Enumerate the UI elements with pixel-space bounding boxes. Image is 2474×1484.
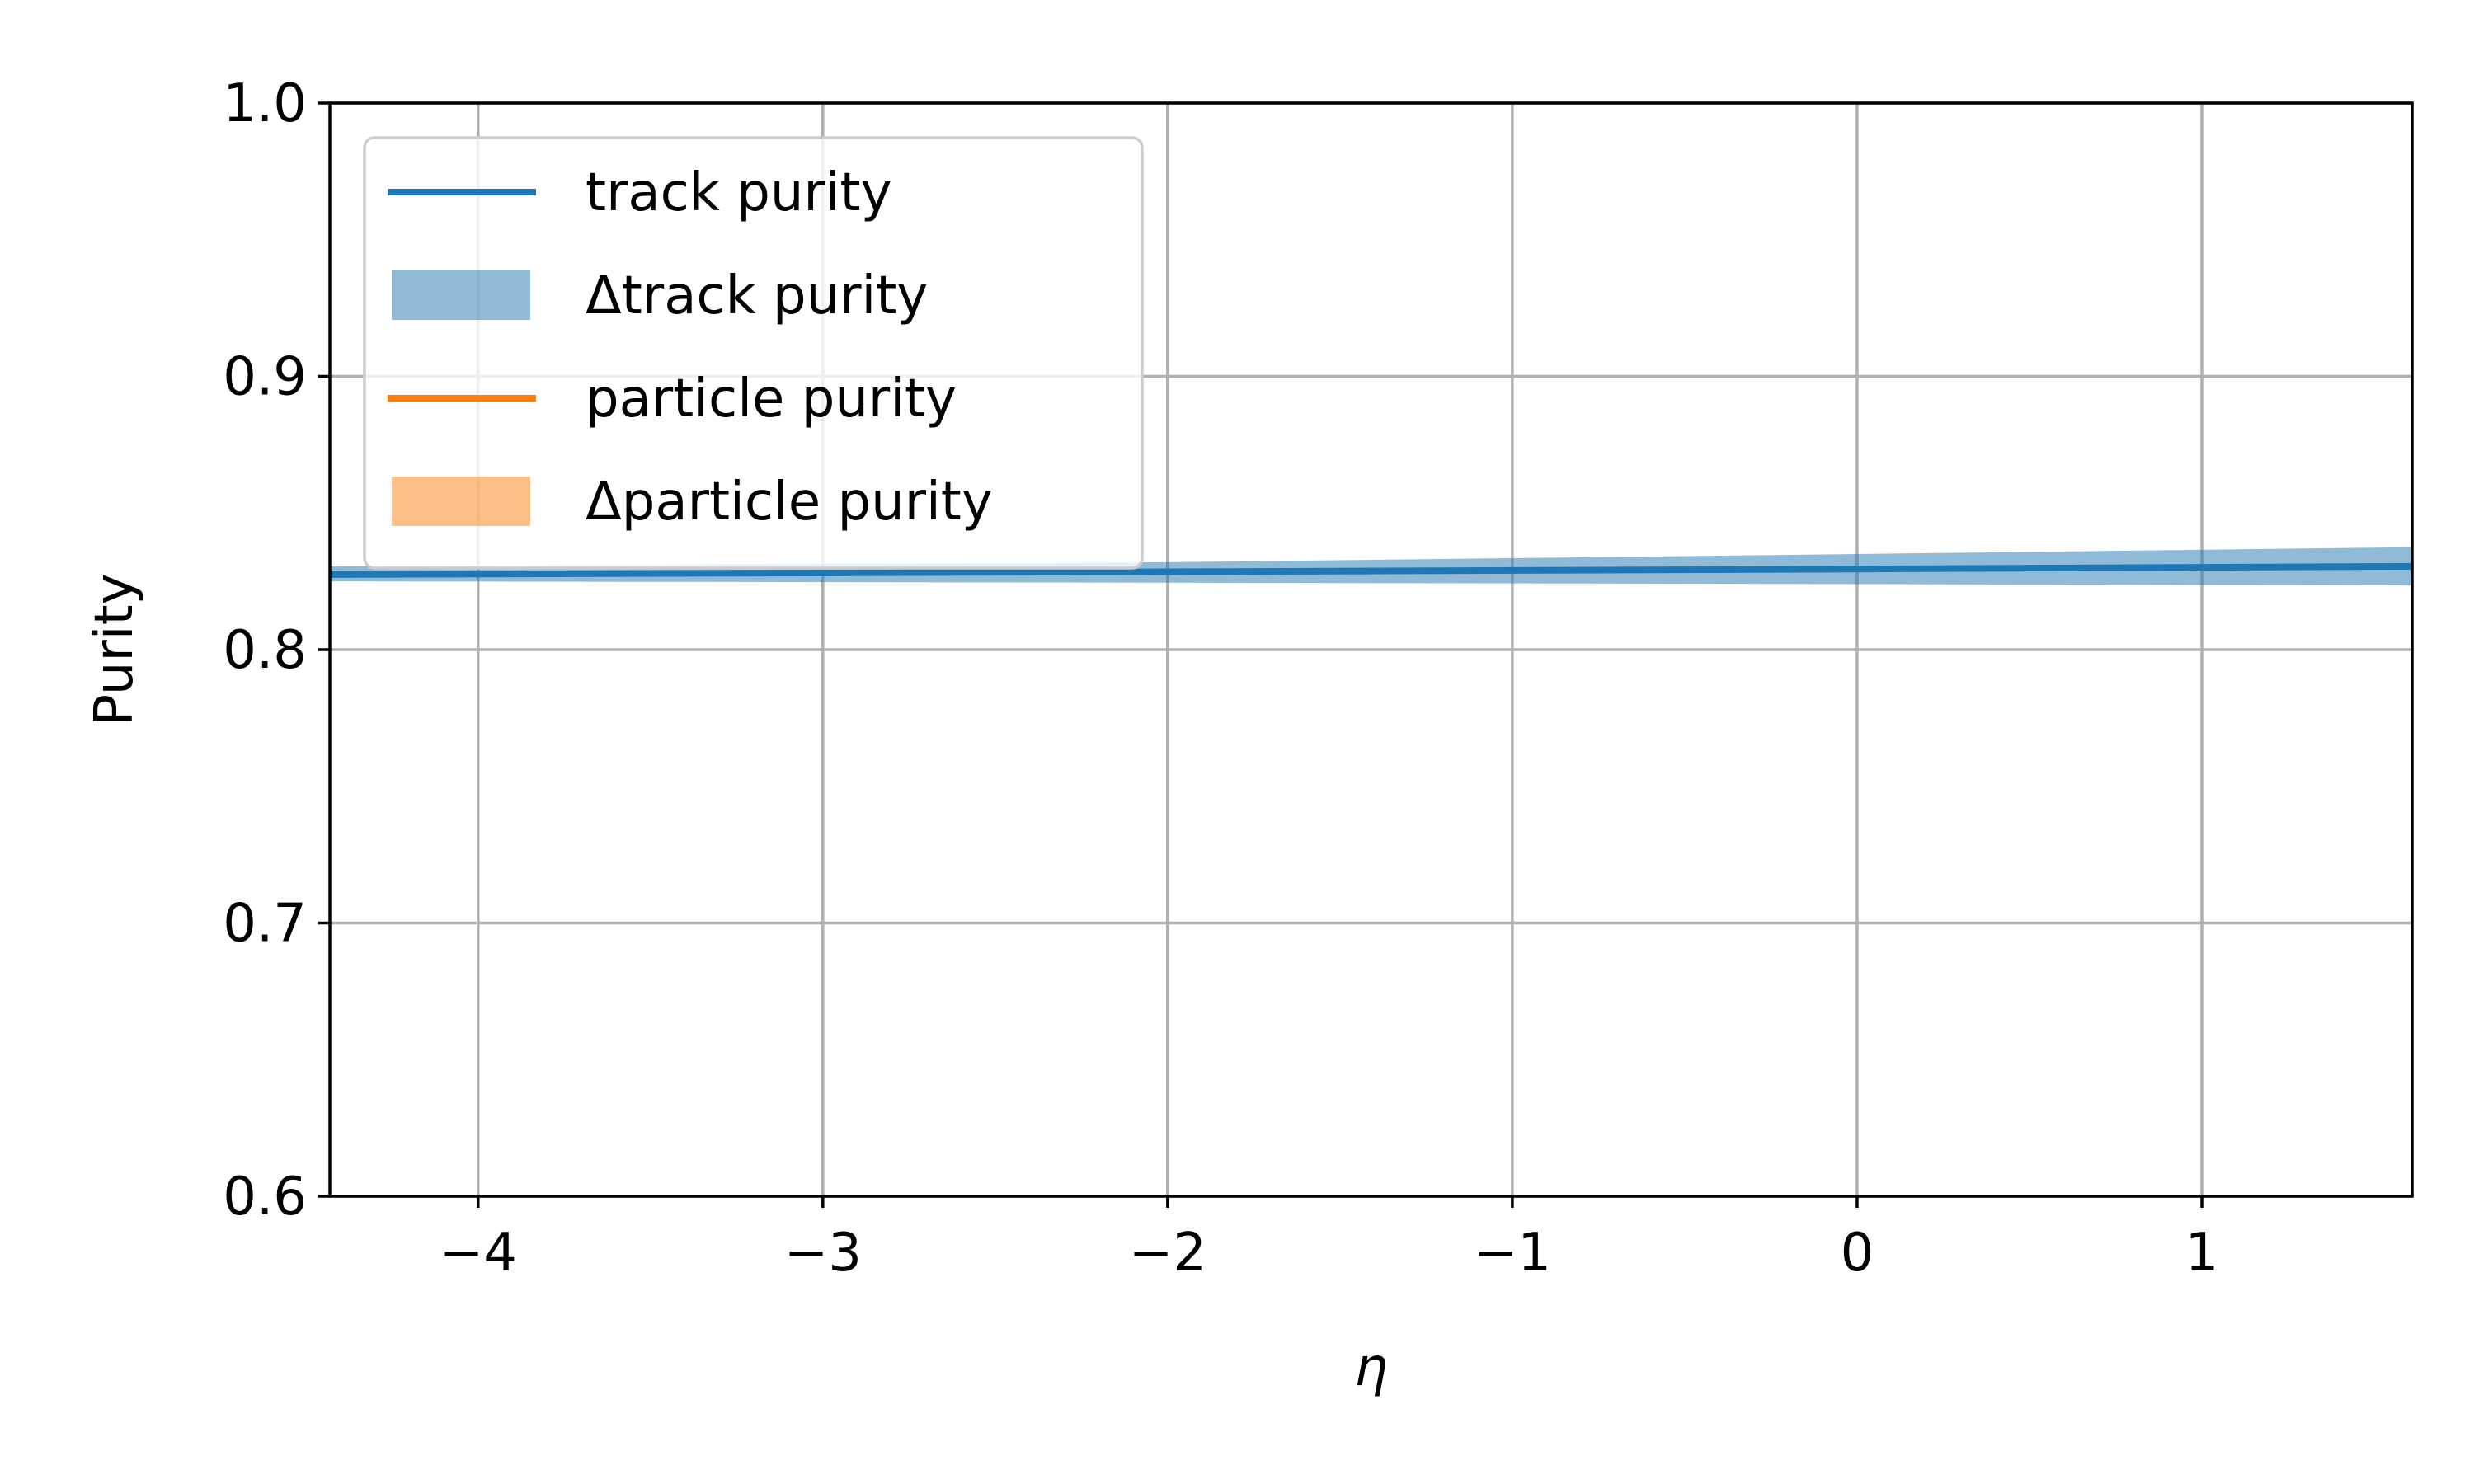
y-axis-label: Purity bbox=[84, 573, 145, 726]
legend-label: Δtrack purity bbox=[586, 265, 928, 326]
x-tick-label: −4 bbox=[440, 1223, 517, 1284]
y-tick-label: 1.0 bbox=[223, 73, 307, 134]
x-axis-label: η bbox=[1354, 1337, 1388, 1398]
legend-label: Δparticle purity bbox=[586, 472, 993, 533]
x-tick-label: −1 bbox=[1474, 1223, 1551, 1284]
line-layer bbox=[329, 562, 2413, 578]
ticks: −4 −3 −2 −1 0 1 0.6 0.7 0.8 0.9 1.0 bbox=[223, 73, 2218, 1284]
y-tick-label: 0.9 bbox=[223, 347, 307, 408]
legend-band-swatch bbox=[392, 270, 530, 320]
x-tick-label: 0 bbox=[1841, 1223, 1874, 1284]
legend: track purity Δtrack purity particle purity… bbox=[363, 136, 1144, 570]
legend-band-swatch bbox=[392, 477, 530, 526]
y-tick-label: 0.8 bbox=[223, 620, 307, 681]
legend-label: particle purity bbox=[586, 369, 957, 430]
y-tick-label: 0.7 bbox=[223, 894, 307, 955]
legend-label: track purity bbox=[586, 162, 891, 223]
x-tick-label: −2 bbox=[1129, 1223, 1206, 1284]
x-tick-label: −3 bbox=[784, 1223, 862, 1284]
line-track-purity bbox=[329, 562, 2413, 578]
legend-box bbox=[363, 136, 1144, 570]
y-tick-label: 0.6 bbox=[223, 1167, 307, 1228]
x-tick-label: 1 bbox=[2185, 1223, 2219, 1284]
